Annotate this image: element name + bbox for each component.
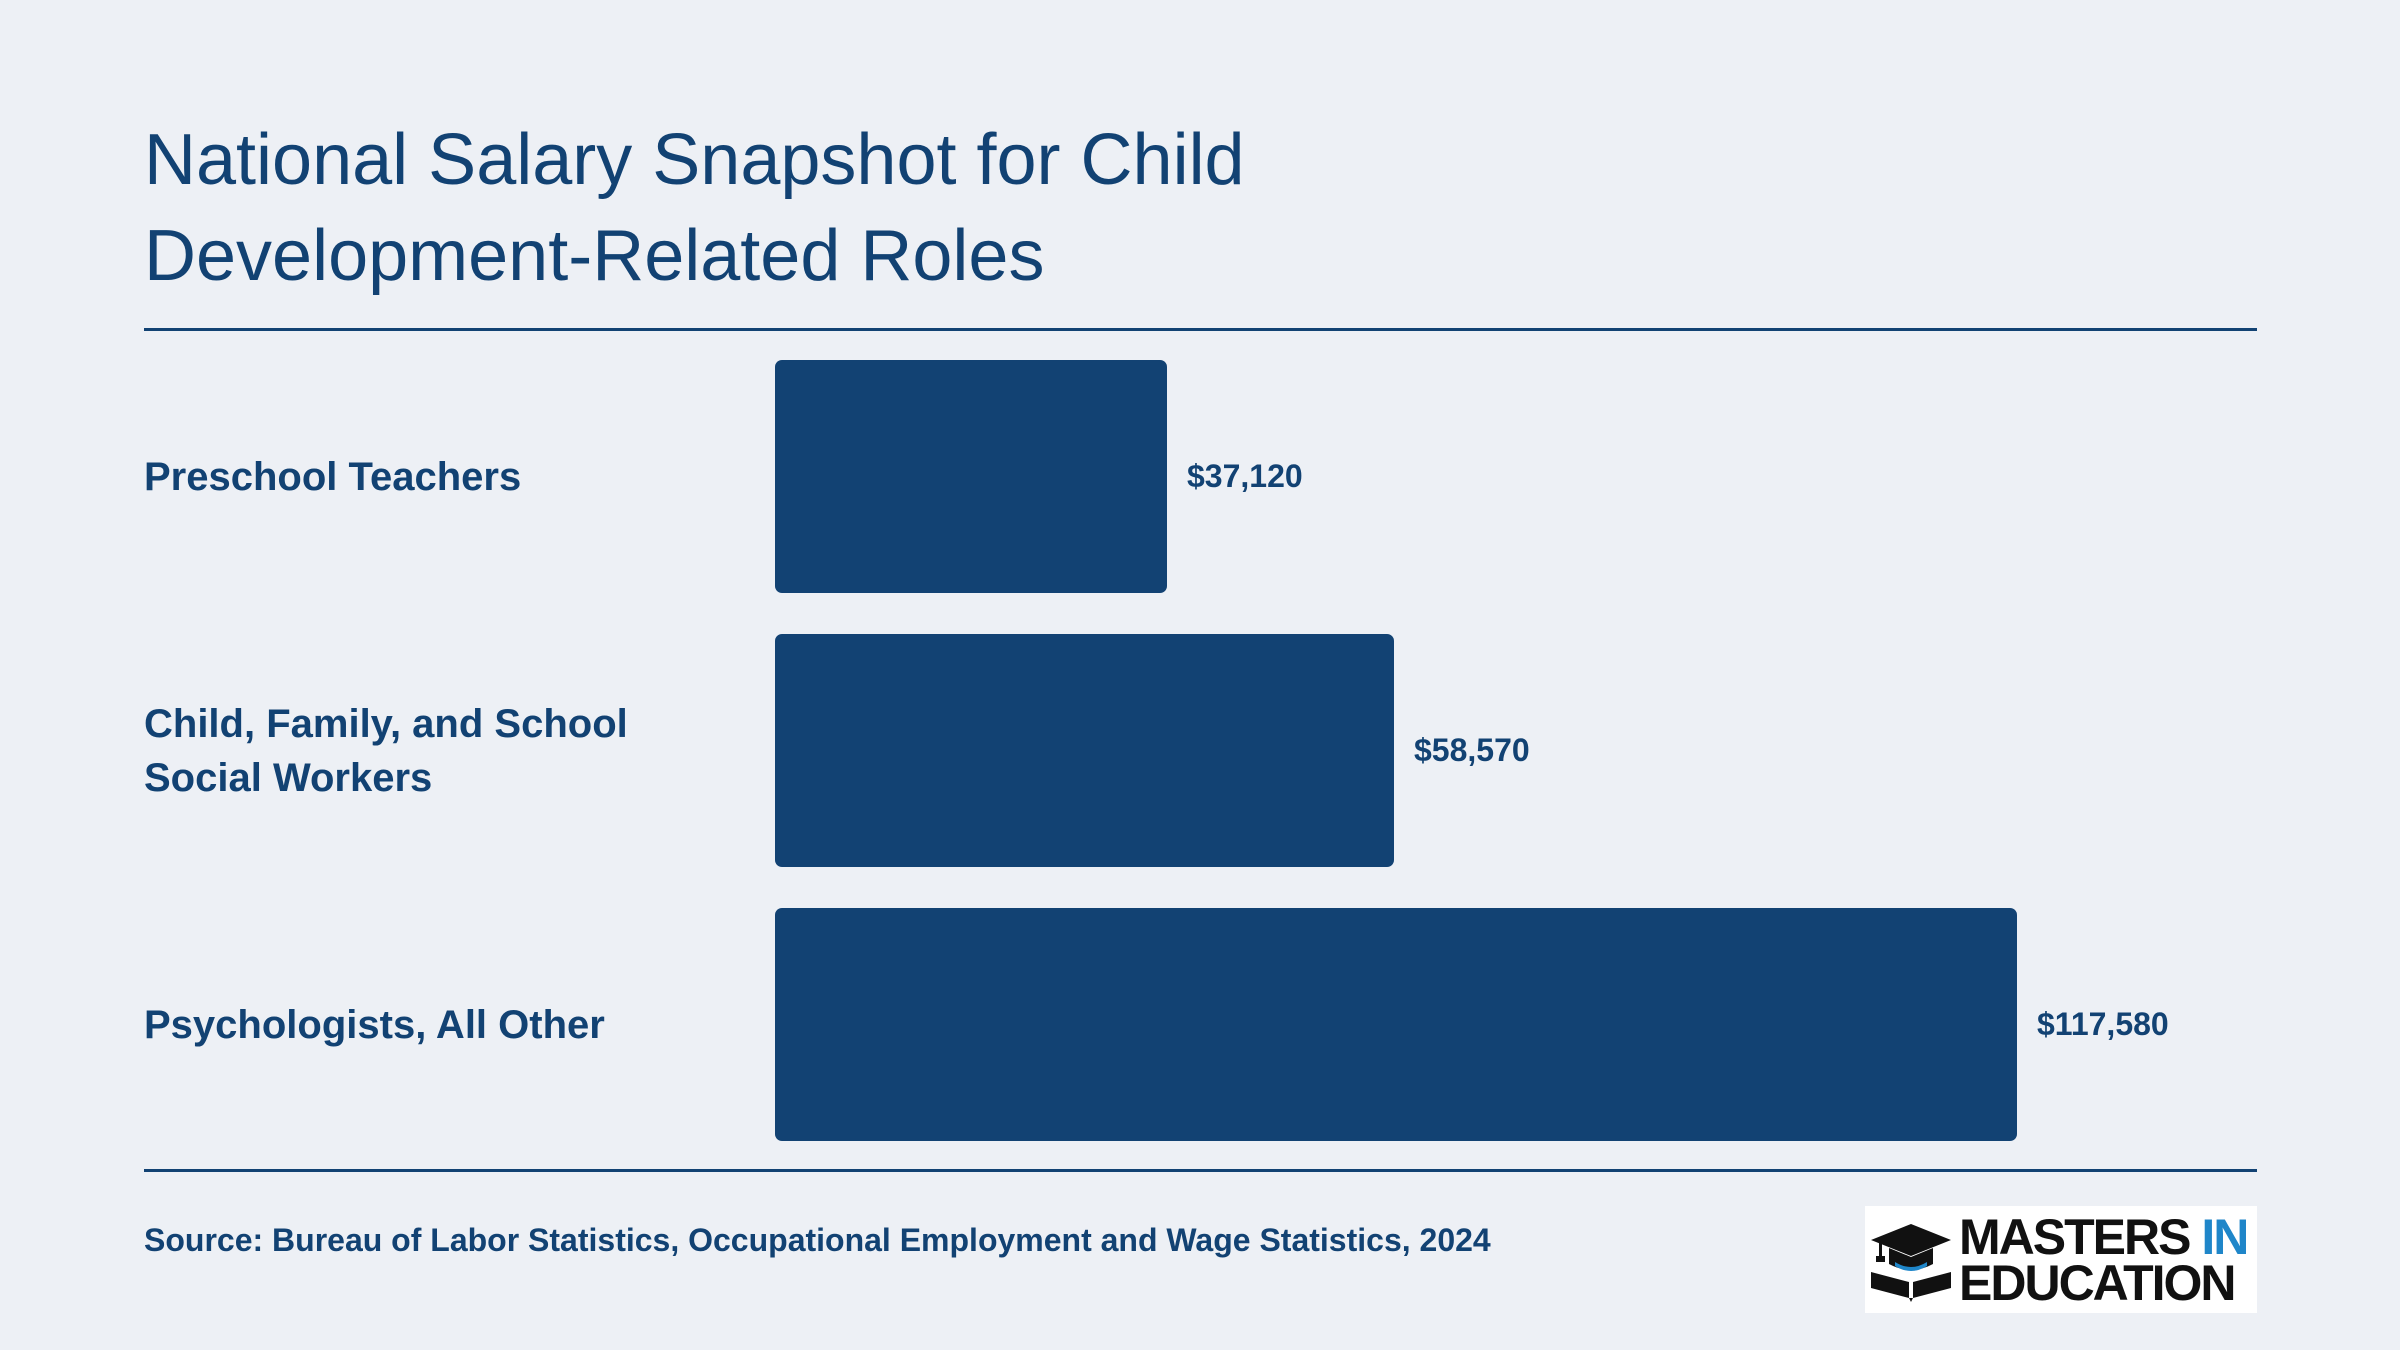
- category-label: Child, Family, and School Social Workers: [144, 701, 628, 800]
- graduation-cap-book-icon: [1871, 1224, 1951, 1302]
- source-note: Source: Bureau of Labor Statistics, Occu…: [144, 1222, 1491, 1258]
- logo-text-in: IN: [2201, 1209, 2249, 1265]
- bar: [775, 908, 2017, 1141]
- logo-text-masters: MASTERS: [1959, 1209, 2191, 1265]
- category-label: Psychologists, All Other: [144, 1002, 605, 1047]
- category-label: Preschool Teachers: [144, 454, 522, 499]
- masters-in-education-logo: MASTERS IN EDUCATION: [1865, 1206, 2257, 1313]
- value-label: $37,120: [1187, 458, 1303, 494]
- logo-text-line1: MASTERS IN: [1959, 1209, 2249, 1265]
- bottom-divider: [144, 1169, 2257, 1172]
- bar: [775, 634, 1394, 867]
- value-label: $117,580: [2037, 1006, 2169, 1042]
- logo-text-line2: EDUCATION: [1959, 1255, 2237, 1311]
- bar: [775, 360, 1167, 593]
- chart-title: National Salary Snapshot for Child Devel…: [144, 120, 1245, 296]
- top-divider: [144, 328, 2257, 331]
- value-label: $58,570: [1414, 732, 1530, 768]
